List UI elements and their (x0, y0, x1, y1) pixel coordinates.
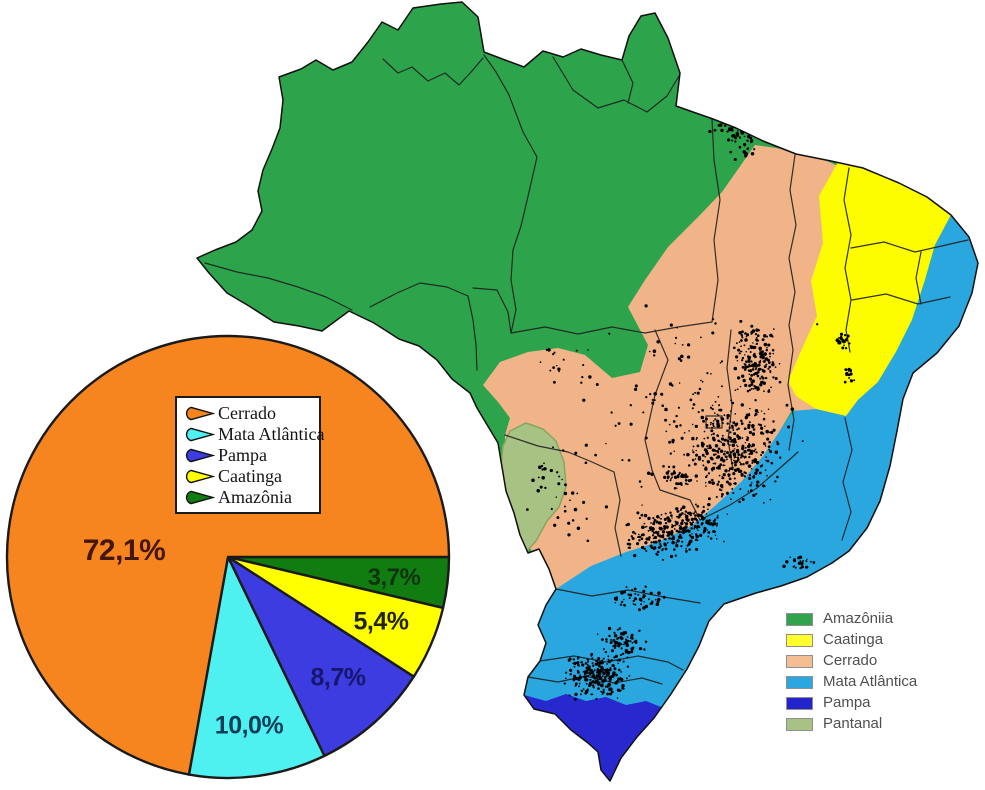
pie-value-label-cerrado: 72,1% (82, 534, 166, 567)
pie-wedge-icon (185, 490, 215, 505)
pie-legend: Cerrado Mata Atlântica Pampa Caatinga Amazôn… (175, 396, 324, 514)
map-legend: Amazôniia Caatinga Cerrado Mata Atlântica Pa… (786, 610, 918, 738)
pie-slice-pampa (226, 555, 415, 758)
region-caatinga (788, 162, 951, 416)
map-speckle-dots (526, 116, 856, 701)
biome-share-pie-chart (5, 334, 451, 780)
region-pampa (524, 694, 661, 781)
pie-legend-label: Mata Atlântica (218, 424, 325, 444)
map-legend-label: Amazôniia (823, 610, 894, 627)
brazil-outline (196, 1, 979, 782)
map-legend-label: Pantanal (823, 715, 883, 732)
map-legend-item: Cerrado (786, 652, 917, 669)
map-legend-item: Pampa (786, 694, 917, 711)
map-legend-swatch (786, 675, 813, 689)
pie-value-label-pampa: 8,7% (310, 663, 366, 692)
pie-legend-item: Pampa (183, 445, 313, 466)
pie-value-label-caatinga: 5,4% (353, 607, 409, 636)
pie-legend-label: Caatinga (218, 466, 282, 486)
map-legend-swatch (786, 717, 813, 731)
pie-wedge-icon (185, 427, 215, 442)
map-legend-label: Mata Atlântica (823, 673, 918, 690)
map-legend-swatch (786, 612, 813, 626)
pie-legend-label: Pampa (218, 445, 267, 465)
map-legend-item: Caatinga (786, 631, 917, 648)
pie-legend-item: Mata Atlântica (183, 424, 324, 445)
map-legend-swatch (786, 654, 813, 668)
map-legend-label: Pampa (823, 694, 871, 711)
region-cerrado (483, 145, 860, 592)
map-legend-item: Amazôniia (786, 610, 917, 627)
pie-legend-label: Cerrado (218, 403, 276, 423)
pie-wedge-icon (185, 448, 215, 463)
pie-legend-rows: Cerrado Mata Atlântica Pampa Caatinga Amazôn… (183, 403, 324, 508)
pie-slices (5, 334, 451, 780)
region-mata-atlantica (524, 215, 978, 781)
map-legend-swatch (786, 696, 813, 710)
pie-legend-item: Cerrado (183, 403, 313, 424)
state-borders (204, 54, 969, 685)
pie-value-label-mata-atl-ntica: 10,0% (214, 711, 284, 740)
map-legend-item: Pantanal (786, 715, 917, 732)
map-legend-label: Caatinga (823, 631, 884, 648)
pie-value-label-amaz-nia: 3,7% (367, 564, 421, 591)
map-legend-item: Mata Atlântica (786, 673, 918, 690)
pie-slice-cerrado (5, 334, 451, 776)
pie-wedge-icon (185, 469, 215, 484)
pie-legend-item: Amazônia (183, 487, 313, 508)
pie-wedge-icon (185, 406, 215, 421)
pie-slice-mata-atl-ntica (187, 555, 326, 780)
map-legend-swatch (786, 633, 813, 647)
pie-legend-item: Caatinga (183, 466, 313, 487)
map-legend-label: Cerrado (823, 652, 878, 669)
pie-legend-label: Amazônia (218, 487, 292, 507)
